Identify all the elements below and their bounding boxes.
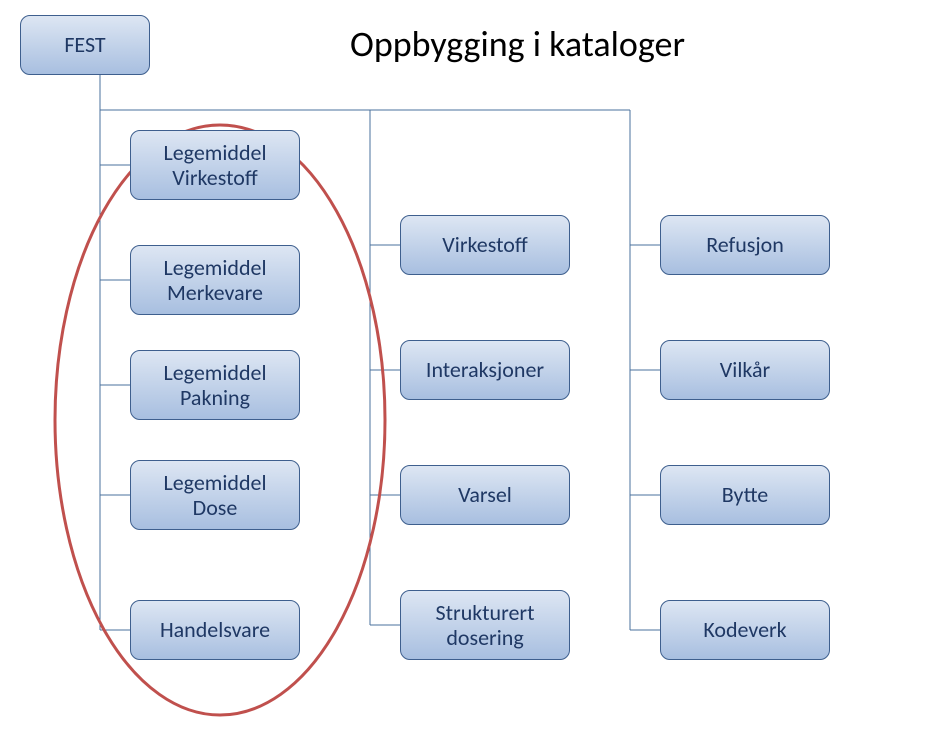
node-vilkar: Vilkår bbox=[660, 340, 830, 400]
diagram-title: Oppbygging i kataloger bbox=[350, 22, 685, 66]
node-interaksjoner: Interaksjoner bbox=[400, 340, 570, 400]
diagram-canvas: Oppbygging i kataloger FEST Legemiddel V… bbox=[0, 0, 940, 742]
node-legemiddel-pakning: Legemiddel Pakning bbox=[130, 350, 300, 420]
node-handelsvare: Handelsvare bbox=[130, 600, 300, 660]
node-refusjon: Refusjon bbox=[660, 215, 830, 275]
node-bytte: Bytte bbox=[660, 465, 830, 525]
node-kodeverk: Kodeverk bbox=[660, 600, 830, 660]
node-legemiddel-merkevare: Legemiddel Merkevare bbox=[130, 245, 300, 315]
node-legemiddel-dose: Legemiddel Dose bbox=[130, 460, 300, 530]
node-root: FEST bbox=[20, 15, 150, 75]
node-strukturert-dosering: Strukturert dosering bbox=[400, 590, 570, 660]
node-varsel: Varsel bbox=[400, 465, 570, 525]
node-virkestoff: Virkestoff bbox=[400, 215, 570, 275]
node-legemiddel-virkestoff: Legemiddel Virkestoff bbox=[130, 130, 300, 200]
